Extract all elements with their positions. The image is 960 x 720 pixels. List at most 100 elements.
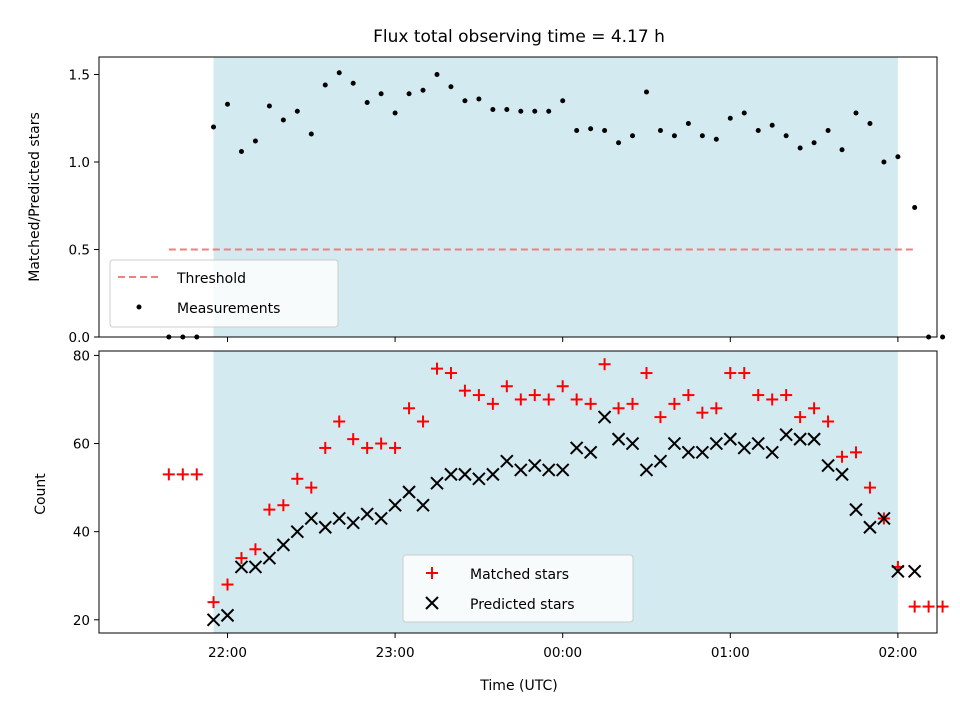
bottom-panel: 20 40 60 80 22:00 23:00 00:00 01:00 02:00 Count… (33, 348, 949, 694)
measurement-point (643, 89, 649, 95)
measurement-point (797, 145, 803, 151)
measurement-point (504, 107, 510, 112)
matched-star-point (221, 578, 234, 591)
bottom-data-layer (162, 358, 949, 627)
measurement-point (699, 133, 705, 139)
top-y-tick-label: 1.5 (69, 68, 90, 84)
predicted-star-point (528, 458, 542, 473)
top-y-tick-label: 0.0 (69, 330, 90, 346)
measurement-point (616, 140, 622, 146)
measurement-point (657, 128, 663, 133)
predicted-star-point (388, 498, 402, 512)
predicted-star-point (486, 467, 500, 482)
matched-star-point (207, 596, 220, 609)
matched-star-point (570, 393, 583, 406)
legend-predicted-swatch (425, 596, 439, 610)
measurement-point (713, 136, 719, 142)
matched-star-point (249, 543, 262, 556)
measurement-point (783, 133, 789, 139)
measurement-point (532, 108, 538, 114)
measurement-point (574, 128, 580, 133)
matched-star-point (528, 389, 541, 402)
measurement-point (392, 110, 398, 116)
matched-star-point (682, 389, 695, 402)
predicted-star-point (458, 467, 472, 482)
legend-matched-label: Matched stars (470, 567, 569, 583)
measurement-point (252, 138, 258, 144)
predicted-star-point (500, 454, 514, 468)
matched-star-point (417, 415, 430, 428)
matched-star-point (319, 441, 332, 454)
top-y-tick-label: 0.5 (69, 243, 90, 259)
matched-star-point (430, 362, 443, 375)
predicted-star-point (751, 436, 765, 451)
matched-star-point (612, 402, 625, 415)
matched-star-point (235, 552, 248, 565)
measurement-point (266, 103, 272, 109)
predicted-star-point (332, 511, 346, 526)
measurement-point (630, 133, 636, 139)
predicted-star-point (653, 454, 668, 468)
matched-star-point (305, 481, 318, 494)
measurement-point (912, 205, 918, 210)
predicted-star-point (807, 432, 821, 446)
bottom-legend: Matched stars Predicted stars (402, 554, 634, 623)
predicted-star-point (514, 463, 528, 477)
measurement-point (560, 98, 566, 104)
matched-star-point (922, 600, 935, 613)
matched-star-point (752, 389, 765, 402)
matched-star-point (654, 411, 667, 424)
predicted-star-point (555, 463, 570, 477)
predicted-star-point (220, 608, 235, 623)
matched-star-point (403, 402, 416, 415)
matched-star-point (500, 380, 513, 393)
top-y-axis-label: Matched/Predicted stars (27, 112, 43, 282)
matched-star-point (724, 367, 737, 380)
top-data-layer (166, 70, 946, 340)
measurement-point (336, 70, 342, 76)
measurement-point (434, 72, 440, 77)
matched-star-point (444, 367, 457, 380)
predicted-star-point (765, 445, 779, 460)
matched-star-point (162, 468, 175, 481)
matched-star-point (291, 472, 304, 485)
top-y-tick-label: 1.0 (69, 155, 90, 171)
matched-star-point (263, 503, 276, 516)
top-axes-frame (98, 56, 938, 338)
predicted-star-point (472, 472, 486, 486)
matched-star-point (808, 402, 821, 415)
measurement-point (811, 140, 817, 146)
measurement-point (546, 108, 552, 114)
predicted-star-point (206, 613, 221, 627)
predicted-star-point (444, 467, 458, 482)
matched-star-point (361, 441, 374, 454)
measurement-point (322, 82, 328, 88)
predicted-star-point (863, 520, 877, 534)
measurement-point (825, 128, 831, 133)
matched-star-point (486, 397, 499, 410)
bottom-legend-box (402, 554, 634, 623)
matched-star-point (822, 415, 835, 428)
matched-star-point (333, 415, 346, 428)
legend-predicted-label: Predicted stars (470, 597, 575, 613)
matched-star-point (668, 397, 681, 410)
measurement-point (881, 159, 887, 165)
predicted-star-point (569, 441, 584, 455)
matched-star-point (640, 367, 653, 380)
predicted-star-point (290, 524, 305, 539)
measurement-point (867, 121, 873, 126)
measurement-point (588, 126, 594, 132)
predicted-star-point (360, 507, 374, 521)
measurement-point (378, 91, 384, 97)
predicted-star-point (723, 432, 738, 446)
bottom-y-tick-label: 60 (73, 437, 90, 453)
predicted-star-point (835, 467, 849, 482)
measurement-point (895, 154, 901, 160)
predicted-star-point (695, 445, 710, 460)
matched-star-point (389, 441, 402, 454)
top-x-ticks (226, 337, 899, 342)
matched-star-point (794, 411, 807, 424)
predicted-star-point (779, 428, 793, 442)
measurement-point (308, 131, 314, 137)
measurement-point (364, 100, 370, 105)
